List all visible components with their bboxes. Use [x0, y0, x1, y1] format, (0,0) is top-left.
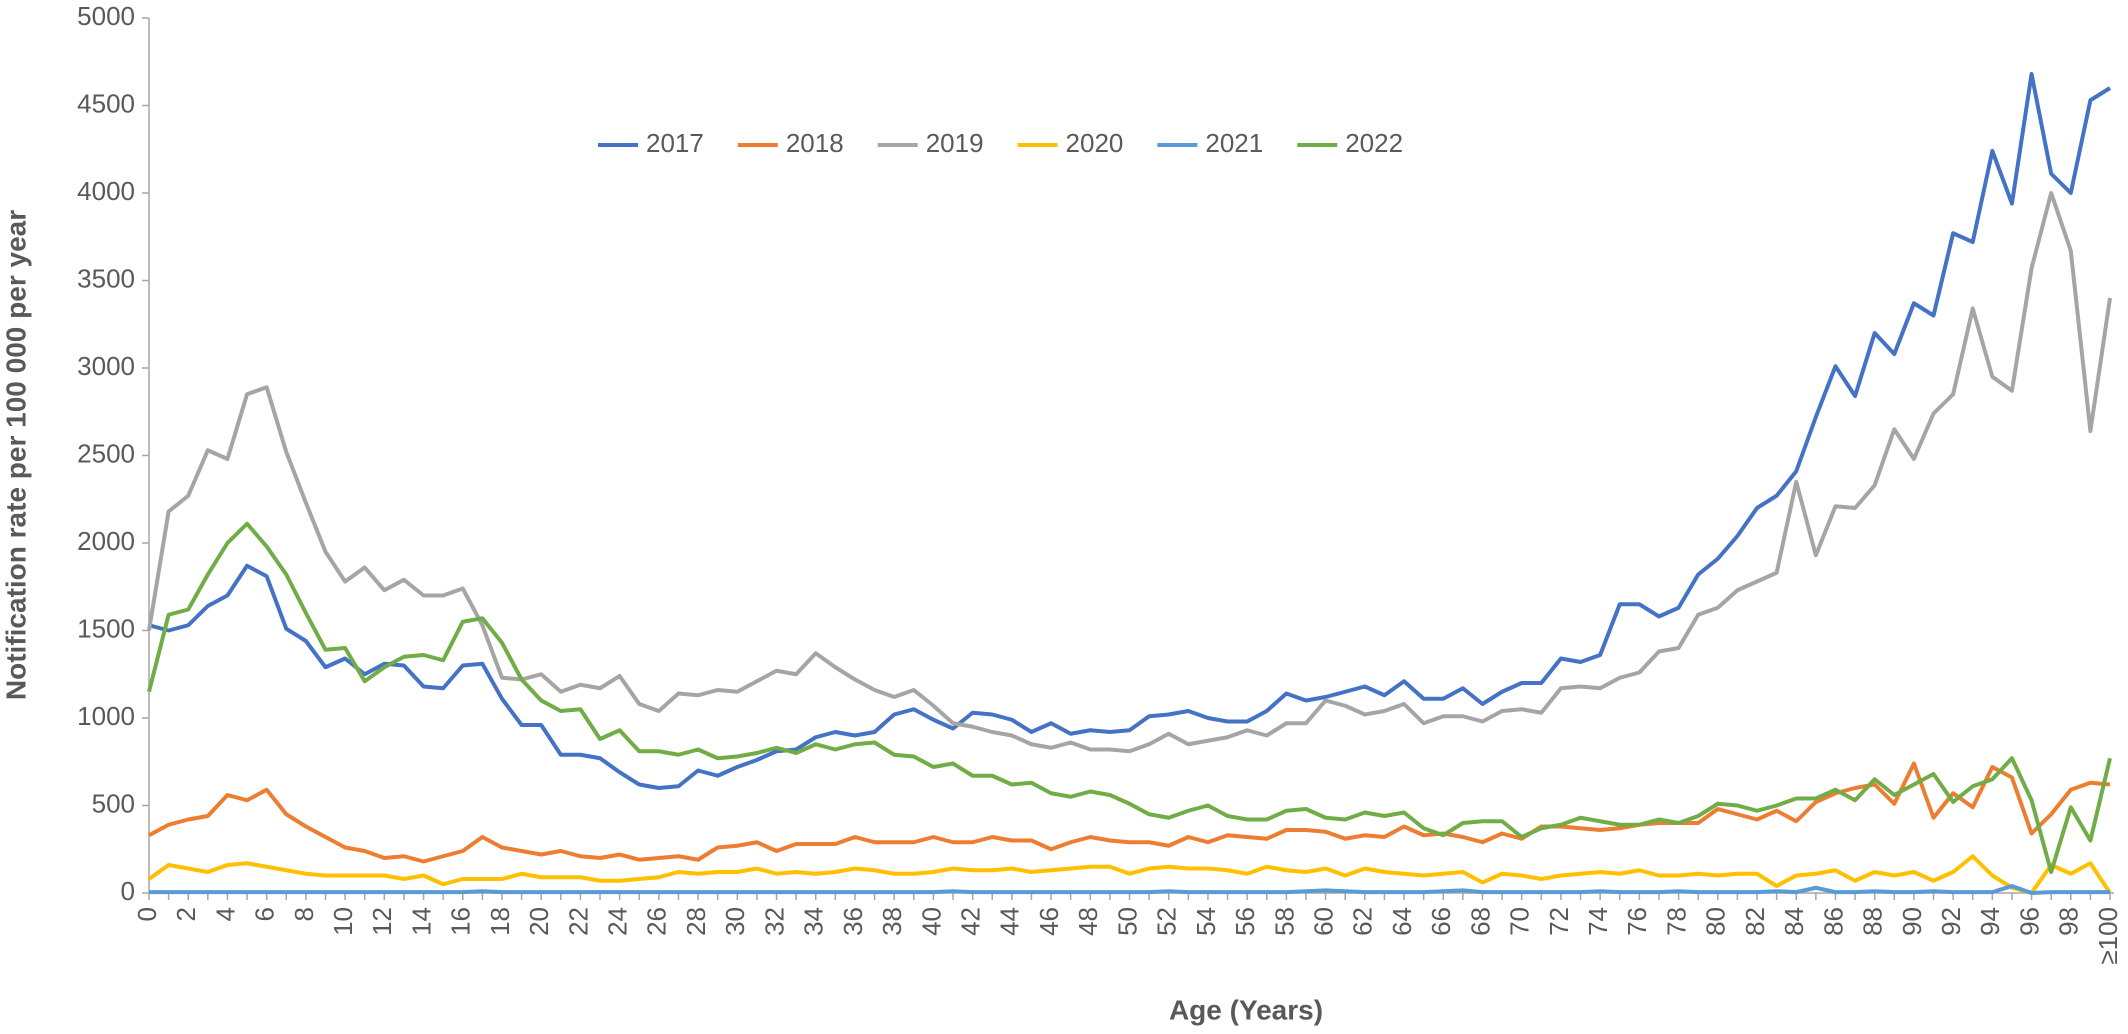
x-tick-label: 34 — [799, 907, 829, 936]
x-tick-label: 58 — [1269, 907, 1299, 936]
x-tick-label: 48 — [1073, 907, 1103, 936]
series-line — [149, 884, 2110, 895]
series-line — [147, 854, 2112, 895]
x-tick-label: 18 — [485, 907, 515, 936]
legend-label: 2020 — [1066, 128, 1124, 158]
x-tick-label: 36 — [838, 907, 868, 936]
x-tick-label: 12 — [367, 907, 397, 936]
y-tick-label: 4000 — [77, 176, 135, 206]
x-tick-label: 24 — [603, 907, 633, 936]
y-tick-label: 500 — [92, 788, 135, 818]
x-tick-label: 44 — [995, 907, 1025, 936]
x-tick-label: 54 — [1191, 907, 1221, 936]
y-tick-label: 3500 — [77, 263, 135, 293]
x-tick-label: 86 — [1818, 907, 1848, 936]
x-tick-label: 20 — [524, 907, 554, 936]
series-line — [148, 72, 2112, 790]
x-tick-label: 72 — [1544, 907, 1574, 936]
x-tick-label: 38 — [877, 907, 907, 936]
legend-label: 2021 — [1205, 128, 1263, 158]
x-tick-label: 60 — [1308, 907, 1338, 936]
x-tick-label: 50 — [1112, 907, 1142, 936]
x-tick-label: 88 — [1858, 907, 1888, 936]
x-tick-label: 2 — [171, 907, 201, 921]
x-tick-label: 64 — [1387, 907, 1417, 936]
x-tick-label: 90 — [1897, 907, 1927, 936]
x-axis-title: Age (Years) — [1169, 994, 1323, 1025]
x-tick-label: 92 — [1936, 907, 1966, 936]
x-tick-label: 10 — [328, 907, 358, 936]
x-tick-label: 26 — [642, 907, 672, 936]
y-tick-label: 4500 — [77, 88, 135, 118]
y-tick-label: 3000 — [77, 351, 135, 381]
series-line — [147, 521, 2112, 874]
y-tick-label: 0 — [121, 876, 135, 906]
legend-label: 2022 — [1345, 128, 1403, 158]
x-tick-label: 16 — [446, 907, 476, 936]
y-tick-label: 2000 — [77, 526, 135, 556]
x-tick-label: 84 — [1779, 907, 1809, 936]
x-tick-label: 56 — [1230, 907, 1260, 936]
x-tick-label: 76 — [1622, 907, 1652, 936]
x-tick-label: 28 — [681, 907, 711, 936]
x-tick-label: 8 — [289, 907, 319, 921]
legend-label: 2018 — [786, 128, 844, 158]
x-tick-label: 66 — [1426, 907, 1456, 936]
x-tick-label: 70 — [1505, 907, 1535, 936]
x-tick-label: 94 — [1975, 907, 2005, 936]
y-tick-label: 1000 — [77, 701, 135, 731]
x-tick-label: 30 — [720, 907, 750, 936]
y-axis-title: Notification rate per 100 000 per year — [0, 210, 31, 700]
x-tick-label: 78 — [1661, 907, 1691, 936]
x-tick-label: 68 — [1465, 907, 1495, 936]
series-line — [147, 191, 2112, 754]
y-tick-label: 5000 — [77, 1, 135, 31]
x-tick-label: 42 — [955, 907, 985, 936]
x-tick-label: 46 — [1034, 907, 1064, 936]
x-tick-label: 82 — [1740, 907, 1770, 936]
x-tick-label: 80 — [1701, 907, 1731, 936]
x-tick-label: 6 — [250, 907, 280, 921]
x-tick-label: 14 — [406, 907, 436, 936]
x-tick-label: 4 — [210, 907, 240, 921]
x-tick-label: 98 — [2054, 907, 2084, 936]
x-tick-label: 52 — [1152, 907, 1182, 936]
y-tick-label: 1500 — [77, 613, 135, 643]
x-tick-label: ≥100 — [2093, 907, 2123, 965]
legend-label: 2017 — [646, 128, 704, 158]
x-tick-label: 74 — [1583, 907, 1613, 936]
x-tick-label: 96 — [2014, 907, 2044, 936]
y-tick-label: 2500 — [77, 438, 135, 468]
legend-label: 2019 — [926, 128, 984, 158]
series-line — [148, 761, 2111, 864]
x-tick-label: 0 — [132, 907, 162, 921]
x-tick-label: 32 — [759, 907, 789, 936]
x-tick-label: 62 — [1348, 907, 1378, 936]
x-tick-label: 40 — [916, 907, 946, 936]
x-tick-label: 22 — [563, 907, 593, 936]
